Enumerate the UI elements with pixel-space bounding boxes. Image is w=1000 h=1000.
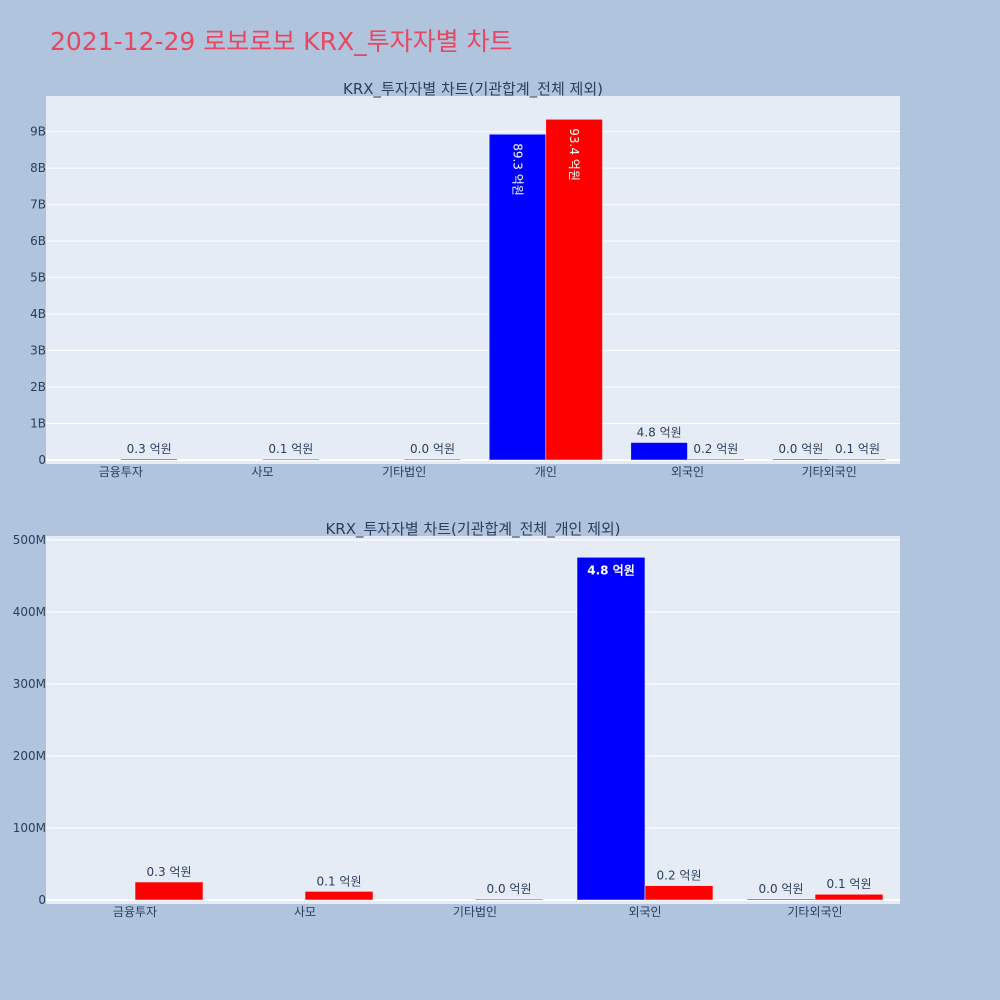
x-tick-label: 사모 <box>251 465 273 479</box>
y-tick-label: 0 <box>38 893 46 907</box>
plot-area-1 <box>46 96 900 464</box>
y-tick-label: 8B <box>30 161 46 175</box>
x-tick-label: 기타외국인 <box>802 465 857 479</box>
bar <box>644 885 714 901</box>
y-tick-label: 300M <box>13 677 46 691</box>
y-tick-label: 5B <box>30 271 46 285</box>
y-tick-label: 3B <box>30 344 46 358</box>
bar <box>576 557 646 901</box>
x-tick-label: 개인 <box>535 465 557 479</box>
data-label: 89.3 억원 <box>511 143 525 196</box>
data-label: 93.4 억원 <box>567 128 581 181</box>
data-label: 0.1 억원 <box>835 442 880 456</box>
x-tick-label: 외국인 <box>628 905 661 919</box>
x-tick-label: 기타법인 <box>453 905 497 919</box>
y-tick-label: 2B <box>30 380 46 394</box>
data-label: 0.1 억원 <box>827 877 872 891</box>
y-tick-label: 6B <box>30 234 46 248</box>
y-tick-label: 0 <box>38 453 46 467</box>
y-tick-label: 4B <box>30 307 46 321</box>
page-title: 2021-12-29 로보로보 KRX_투자자별 차트 <box>50 27 513 56</box>
x-tick-label: 사모 <box>294 905 316 919</box>
bar <box>687 458 745 461</box>
x-tick-label: 외국인 <box>671 465 704 479</box>
chart-2-title: KRX_투자자별 차트(기관합계_전체_개인 제외) <box>325 520 620 539</box>
x-tick-label: 기타외국인 <box>787 905 842 919</box>
data-label: 0.3 억원 <box>127 442 172 456</box>
data-label: 0.0 억원 <box>778 442 823 456</box>
data-label: 0.0 억원 <box>410 442 455 456</box>
y-tick-label: 200M <box>13 749 46 763</box>
bar <box>120 458 178 461</box>
bar <box>488 133 547 461</box>
y-tick-label: 7B <box>30 198 46 212</box>
y-tick-label: 500M <box>13 533 46 547</box>
bar <box>474 898 544 901</box>
y-tick-label: 1B <box>30 417 46 431</box>
data-label: 0.1 억원 <box>317 874 362 888</box>
data-label: 0.0 억원 <box>487 882 532 896</box>
bar <box>134 881 204 901</box>
bar <box>304 891 374 901</box>
data-label: 0.1 억원 <box>268 442 313 456</box>
chart-1-title: KRX_투자자별 차트(기관합계_전체 제외) <box>343 80 603 99</box>
plot-area-2 <box>46 536 900 904</box>
bar <box>545 119 603 461</box>
bar <box>828 458 887 461</box>
data-label: 0.3 억원 <box>147 865 192 879</box>
bar <box>746 898 816 901</box>
y-tick-label: 100M <box>13 821 46 835</box>
bar <box>630 442 688 461</box>
data-label: 0.0 억원 <box>759 882 804 896</box>
x-tick-label: 금융투자 <box>113 905 157 919</box>
x-tick-label: 금융투자 <box>99 465 143 479</box>
y-tick-label: 9B <box>30 125 46 139</box>
data-label: 4.8 억원 <box>587 563 635 577</box>
x-tick-label: 기타법인 <box>382 465 426 479</box>
y-tick-label: 400M <box>13 605 46 619</box>
data-label: 4.8 억원 <box>637 425 682 439</box>
bar <box>772 458 830 461</box>
bar <box>262 458 320 461</box>
data-label: 0.2 억원 <box>657 869 702 883</box>
bar <box>814 893 884 901</box>
data-label: 0.2 억원 <box>693 442 738 456</box>
bar <box>403 458 462 461</box>
